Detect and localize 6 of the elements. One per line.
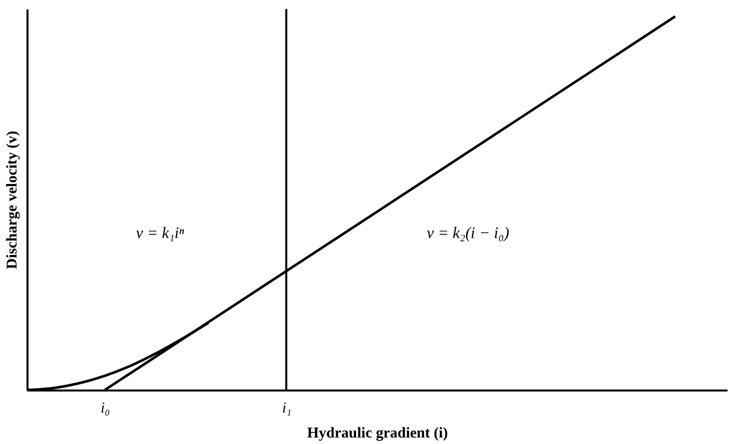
x-tick-label: i₁	[282, 400, 292, 416]
x-axis-title: Hydraulic gradient (i)	[307, 426, 448, 442]
y-axis-title: Discharge velocity (v)	[4, 130, 20, 270]
annotation: v = k₂(i − i₀)	[426, 225, 510, 242]
annotation: v = k₁iⁿ	[136, 225, 184, 242]
x-tick-label: i₀	[100, 400, 110, 416]
